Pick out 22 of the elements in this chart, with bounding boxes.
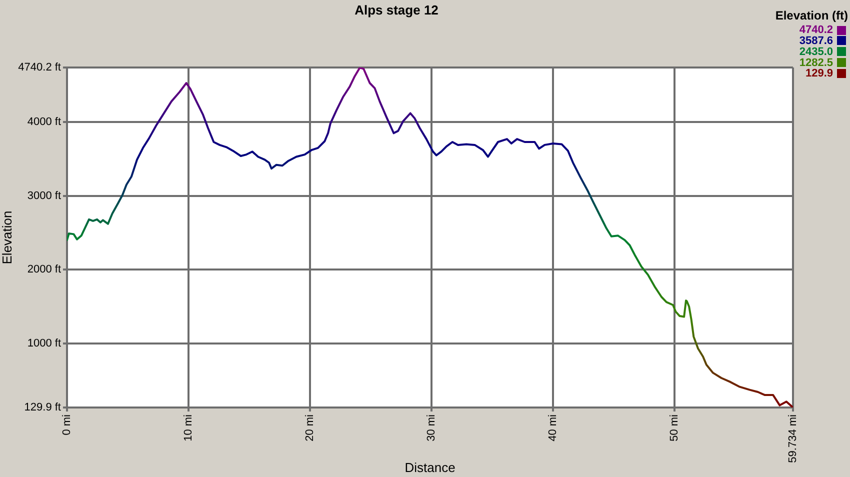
color-bar-title: Elevation (ft) (775, 8, 848, 22)
y-tick-label: 2000 ft (27, 264, 61, 276)
x-tick-label: 40 mi (547, 414, 560, 442)
x-axis-title: Distance (404, 460, 456, 475)
chart-title: Alps stage 12 (354, 2, 438, 18)
y-axis-title: Elevation (0, 210, 14, 264)
x-tick-label: 30 mi (426, 414, 438, 442)
x-tick-label: 59.734 mi (787, 414, 800, 463)
color-bar-label: 4740.2 (799, 24, 833, 36)
y-tick-label: 1000 ft (27, 337, 61, 350)
y-tick-label: 4740.2 ft (18, 62, 61, 74)
y-tick-label: 4000 ft (27, 116, 61, 128)
x-tick-label: 20 mi (304, 414, 316, 442)
x-tick-label: 10 mi (182, 414, 195, 442)
y-tick-label: 129.9 ft (24, 402, 61, 414)
x-tick-label: 50 mi (668, 414, 681, 442)
color-bar-label: 129.9 (805, 68, 833, 80)
x-tick-label: 0 mi (61, 414, 74, 436)
color-bar-label: 3587.6 (799, 34, 833, 47)
y-tick-label: 3000 ft (27, 190, 61, 202)
color-bar-label: 2435.0 (799, 46, 833, 58)
color-bar-label: 1282.5 (799, 56, 833, 69)
